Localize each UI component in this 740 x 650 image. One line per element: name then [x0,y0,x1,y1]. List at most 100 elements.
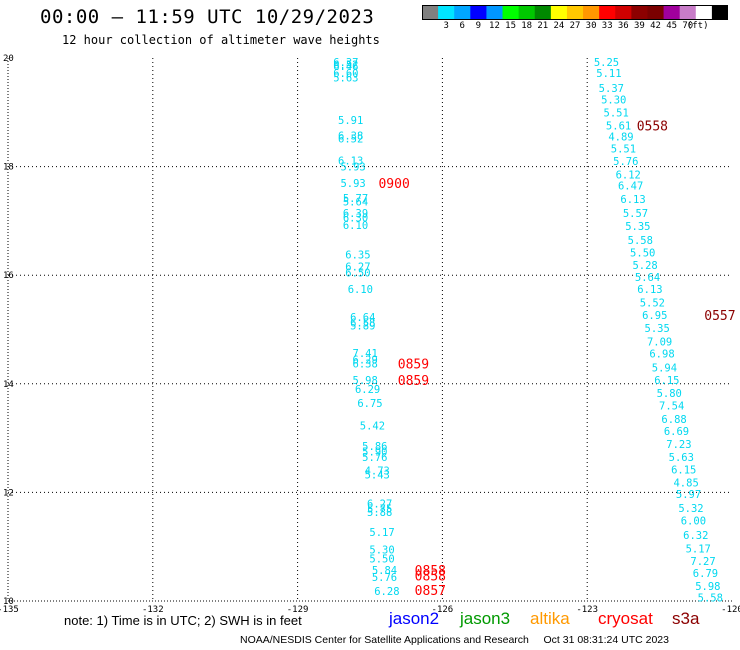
swh-value-label: 5.50 [369,554,394,566]
swh-value-label: 6.32 [683,530,708,542]
swh-values: 6.376.466.526.605.635.916.386.526.135.93… [333,57,723,605]
swh-value-label: 6.39 [343,208,368,220]
color-swatch [502,5,520,20]
swh-value-label: 5.97 [676,489,701,501]
color-swatch [518,5,536,20]
swh-value-label: 6.38 [353,359,378,371]
color-scale-label: 27 [569,21,581,31]
color-swatch [663,5,681,20]
swh-value-label: 5.57 [623,208,648,220]
swh-value-label: 6.12 [616,170,641,182]
color-swatch [679,5,697,20]
swh-value-label: 5.28 [632,260,657,272]
pass-time-label: 0558 [637,119,668,134]
pass-time-label: 0557 [704,309,735,324]
swh-value-label: 5.17 [686,543,711,555]
swh-value-label: 5.42 [360,421,385,433]
color-scale-labels: 3 6 9 12 15 18 21 24 27 30 33 36 39 42 45 70 (ft) [422,21,740,33]
y-tick-label: 20 [3,54,14,64]
swh-value-label: 6.00 [681,516,706,528]
swh-value-label: 5.80 [657,388,682,400]
swh-value-label: 5.30 [369,544,394,556]
color-scale-bar [422,5,728,20]
swh-value-label: 6.98 [649,348,674,360]
swh-value-label: 5.51 [611,144,636,156]
y-tick-label: 10 [3,597,14,607]
swh-value-label: 7.23 [666,439,691,451]
swh-value-label: 6.88 [661,414,686,426]
swh-value-label: 5.50 [630,247,655,259]
swh-value-label: 6.69 [664,426,689,438]
swh-value-label: 5.63 [333,73,358,85]
swh-value-label: 5.35 [625,221,650,233]
swh-value-label: 6.13 [338,156,363,168]
swh-value-label: 6.10 [343,220,368,232]
legend-cryosat: cryosat [598,609,653,628]
swh-value-label: 5.51 [604,107,629,119]
color-scale-label: 33 [601,21,613,31]
swh-value-label: 5.77 [343,193,368,205]
swh-value-label: 5.64 [343,196,368,208]
swh-value-label: 5.84 [372,565,397,577]
color-swatch [615,5,632,20]
x-tick-label: -129 [287,605,309,615]
color-swatch [583,5,600,20]
color-scale-label: 12 [489,21,500,31]
swh-value-label: 6.10 [348,284,373,296]
swh-value-label: 5.98 [695,581,720,593]
swh-value-label: 6.13 [637,284,662,296]
tick-labels: -135 -132 -129 -126 -123 -120 10 12 14 16 18 20 [0,54,740,615]
color-swatch [486,5,504,20]
x-tick-label: -123 [576,605,598,615]
footer-credit: NOAA/NESDIS Center for Satellite Applica… [240,634,669,646]
color-swatch [566,5,584,20]
swh-value-label: 5.76 [362,452,387,464]
color-swatch [599,5,616,20]
swh-value-label: 5.43 [365,469,390,481]
swh-value-label: 7.27 [690,556,715,568]
swh-value-label: 5.32 [678,503,703,515]
color-scale-label: 24 [553,21,565,31]
swh-value-label: 6.27 [367,498,392,510]
color-scale-label: 9 [475,21,482,31]
color-swatch [534,5,552,20]
swh-value-label: 5.58 [628,235,653,247]
swh-value-label: 6.35 [345,250,370,262]
color-scale-label: 36 [617,21,629,31]
pass-time-label: 0859 [398,374,429,389]
swh-value-label: 6.46 [333,61,358,73]
swh-value-label: 5.30 [601,94,626,106]
legend-jason2: jason2 [389,609,440,628]
x-tick-label: -135 [0,605,19,615]
pass-time-label: 0900 [378,177,409,192]
swh-value-label: 6.64 [350,312,375,324]
color-scale-label: (ft) [686,21,709,31]
pass-time-label: 0857 [415,584,446,599]
swh-value-label: 6.13 [620,194,645,206]
legend-altika: altika [530,609,570,628]
swh-value-label: 5.37 [599,83,624,95]
color-scale-label: 70 [682,21,694,31]
swh-value-label: 5.89 [350,321,375,333]
swh-value-label: 5.17 [369,527,394,539]
swh-value-label: 5.93 [340,178,365,190]
color-scale-label: 39 [633,21,645,31]
swh-value-label: 5.90 [362,447,387,459]
swh-value-label: 6.27 [345,262,370,274]
pass-time-label: 0859 [398,358,429,373]
swh-value-label: 5.63 [669,452,694,464]
color-swatch [631,5,648,20]
color-bar-border [422,5,728,20]
pass-time-label: 0858 [415,569,446,584]
grid-lines [8,58,732,601]
swh-value-label: 4.73 [365,466,390,478]
swh-value-label: 5.76 [613,156,638,168]
swh-value-label: 5.35 [645,323,670,335]
swh-value-label: 5.88 [367,507,392,519]
swh-value-label: 7.41 [353,348,378,360]
swh-value-label: 6.79 [693,568,718,580]
color-swatch [454,5,471,20]
swh-value-label: 6.50 [345,267,370,279]
swh-value-label: 7.54 [659,401,684,413]
